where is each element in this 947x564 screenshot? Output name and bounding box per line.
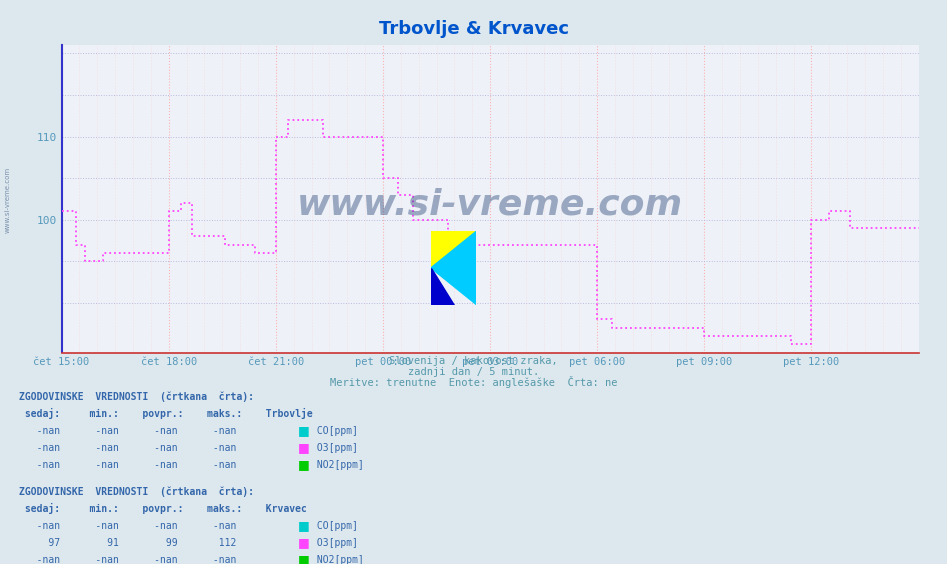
Text: -nan      -nan      -nan      -nan: -nan -nan -nan -nan [19, 521, 237, 531]
Polygon shape [431, 231, 476, 305]
Text: ■: ■ [298, 458, 310, 471]
Text: CO[ppm]: CO[ppm] [311, 521, 358, 531]
Text: ■: ■ [298, 441, 310, 454]
Text: ■: ■ [298, 519, 310, 532]
Text: -nan      -nan      -nan      -nan: -nan -nan -nan -nan [19, 460, 237, 470]
Text: -nan      -nan      -nan      -nan: -nan -nan -nan -nan [19, 426, 237, 437]
Text: Slovenija / kakovost zraka,: Slovenija / kakovost zraka, [389, 356, 558, 366]
Text: 97        91        99       112: 97 91 99 112 [19, 538, 237, 548]
Text: ■: ■ [298, 424, 310, 437]
Text: ■: ■ [298, 536, 310, 549]
Text: ZGODOVINSKE  VREDNOSTI  (črtkana  črta):: ZGODOVINSKE VREDNOSTI (črtkana črta): [19, 392, 254, 403]
Text: www.si-vreme.com: www.si-vreme.com [5, 167, 10, 233]
Text: sedaj:     min.:    povpr.:    maks.:    Krvavec: sedaj: min.: povpr.: maks.: Krvavec [19, 503, 307, 514]
Text: NO2[ppm]: NO2[ppm] [311, 555, 364, 564]
Text: CO[ppm]: CO[ppm] [311, 426, 358, 437]
Text: O3[ppm]: O3[ppm] [311, 443, 358, 453]
Text: sedaj:     min.:    povpr.:    maks.:    Trbovlje: sedaj: min.: povpr.: maks.: Trbovlje [19, 408, 313, 420]
Text: Meritve: trenutne  Enote: anglešaške  Črta: ne: Meritve: trenutne Enote: anglešaške Črta… [330, 376, 617, 389]
Text: zadnji dan / 5 minut.: zadnji dan / 5 minut. [408, 367, 539, 377]
Text: ■: ■ [298, 553, 310, 564]
Text: -nan      -nan      -nan      -nan: -nan -nan -nan -nan [19, 443, 237, 453]
Text: -nan      -nan      -nan      -nan: -nan -nan -nan -nan [19, 555, 237, 564]
Text: www.si-vreme.com: www.si-vreme.com [297, 188, 683, 222]
Text: ZGODOVINSKE  VREDNOSTI  (črtkana  črta):: ZGODOVINSKE VREDNOSTI (črtkana črta): [19, 487, 254, 497]
Text: NO2[ppm]: NO2[ppm] [311, 460, 364, 470]
Polygon shape [431, 231, 476, 268]
Polygon shape [431, 268, 454, 305]
Text: Trbovlje & Krvavec: Trbovlje & Krvavec [379, 20, 568, 38]
Text: O3[ppm]: O3[ppm] [311, 538, 358, 548]
